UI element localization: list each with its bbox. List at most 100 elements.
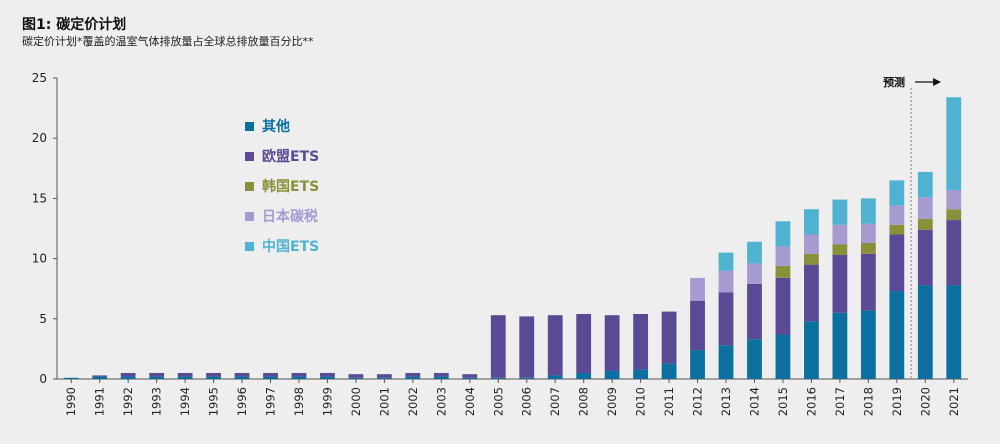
bar-segment	[889, 291, 905, 379]
bar-segment	[917, 229, 933, 286]
x-tick-label: 1996	[235, 387, 249, 416]
x-tick-label: 1997	[264, 387, 278, 416]
bar-segment	[576, 313, 592, 373]
bar-segment	[462, 374, 478, 378]
y-tick-label: 10	[32, 252, 47, 266]
bar-segment	[120, 372, 136, 377]
bar-segment	[775, 265, 791, 278]
x-tick-label: 2005	[491, 387, 505, 416]
x-tick-label: 2018	[861, 387, 875, 416]
bar-segment	[320, 376, 335, 379]
bar-segment	[405, 372, 421, 377]
bar-segment	[804, 209, 819, 235]
legend-swatch	[245, 182, 254, 191]
x-tick-label: 1992	[121, 387, 135, 416]
bar-segment	[775, 246, 791, 266]
bar-segment	[747, 241, 762, 264]
bar-segment	[747, 339, 762, 379]
bar-segment	[775, 221, 791, 247]
bar-segment	[291, 372, 307, 377]
legend-swatch	[245, 212, 254, 221]
bar-segment	[832, 244, 848, 255]
x-tick-label: 2009	[605, 387, 619, 416]
x-tick-label: 1994	[178, 387, 192, 416]
x-tick-label: 2015	[776, 387, 790, 416]
y-tick-label: 5	[39, 312, 47, 326]
bar-segment	[718, 292, 734, 346]
bar-segment	[917, 218, 933, 230]
bar-segment	[946, 220, 962, 286]
y-tick-label: 15	[32, 191, 47, 205]
bar-segment	[661, 363, 677, 379]
bar-segment	[832, 312, 848, 379]
bar-segment	[860, 310, 876, 379]
bar-segment	[63, 377, 79, 379]
forecast-label: 预测	[883, 75, 905, 89]
legend-label: 其他	[262, 118, 290, 135]
x-tick-label: 2008	[577, 387, 591, 416]
forecast-arrow-head	[933, 78, 942, 86]
bar-segment	[519, 316, 535, 378]
y-tick-label: 0	[39, 372, 47, 386]
bar-segment	[804, 264, 819, 322]
bar-segment	[718, 345, 734, 379]
bar-segment	[690, 277, 705, 301]
legend-label: 欧盟ETS	[262, 148, 319, 165]
bar-segment	[291, 376, 307, 379]
bar-segment	[804, 253, 819, 265]
bar-segment	[946, 209, 962, 221]
bar-segment	[149, 376, 165, 379]
chart-title: 图1: 碳定价计划	[22, 17, 127, 33]
bar-segment	[234, 376, 250, 379]
bar-segment	[576, 372, 592, 379]
x-tick-label: 2000	[349, 387, 363, 416]
x-tick-label: 1991	[93, 387, 107, 416]
bar-segment	[946, 189, 962, 210]
bar-segment	[718, 270, 734, 293]
bar-segment	[832, 224, 848, 245]
x-tick-label: 2011	[662, 387, 676, 416]
bar-segment	[860, 253, 876, 311]
bar-segment	[348, 377, 364, 379]
bar-segment	[633, 313, 649, 370]
bar-segment	[775, 277, 791, 335]
legend-label: 日本碳税	[262, 208, 318, 225]
x-tick-label: 2021	[947, 387, 961, 416]
bar-segment	[92, 376, 108, 379]
x-tick-label: 2006	[520, 387, 534, 416]
bar-segment	[832, 254, 848, 313]
bar-segment	[320, 372, 335, 377]
bar-segment	[917, 197, 933, 219]
bar-segment	[661, 311, 677, 364]
bar-segment	[376, 374, 392, 378]
x-tick-label: 2010	[634, 387, 648, 416]
bar-segment	[92, 375, 108, 377]
bar-segment	[433, 376, 449, 379]
bar-segment	[376, 377, 392, 379]
bar-segment	[718, 252, 734, 271]
bar-segment	[804, 234, 819, 254]
x-tick-label: 2019	[890, 387, 904, 416]
bar-segment	[747, 263, 762, 284]
legend-swatch	[245, 242, 254, 251]
x-tick-label: 2017	[833, 387, 847, 416]
bar-segment	[775, 334, 791, 379]
bar-segment	[547, 315, 563, 376]
bar-segment	[604, 370, 620, 379]
bar-segment	[490, 315, 506, 378]
bar-segment	[860, 198, 876, 224]
bar-segment	[547, 375, 563, 379]
bar-segment	[747, 283, 762, 340]
x-tick-label: 1998	[292, 387, 306, 416]
bar-segment	[405, 376, 421, 379]
x-tick-label: 2016	[804, 387, 818, 416]
bar-segment	[917, 171, 933, 198]
x-tick-label: 2004	[463, 387, 477, 416]
bar-segment	[149, 372, 165, 377]
bar-segment	[433, 372, 449, 377]
y-tick-label: 20	[32, 131, 47, 145]
x-tick-label: 1995	[207, 387, 221, 416]
bar-segment	[889, 180, 905, 206]
bar-segment	[234, 372, 250, 377]
